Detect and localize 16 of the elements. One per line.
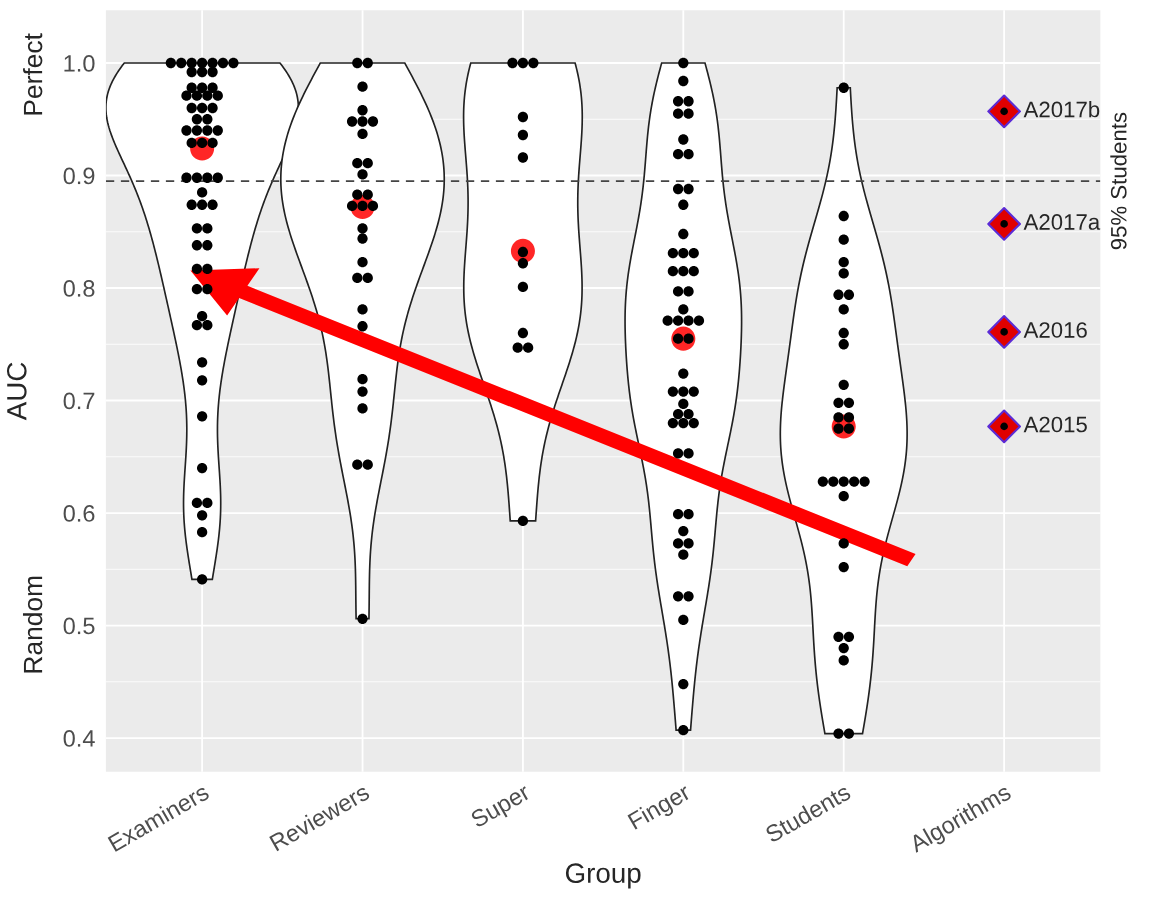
ref-line-label: 95% Students [1110, 112, 1127, 250]
annotation: A2016 [1023, 322, 1087, 338]
annotation: A2017a [1023, 214, 1101, 230]
y-tick-label: 0.8 [63, 280, 95, 297]
y-tick-label: 0.5 [63, 617, 95, 635]
annotation: A2017b [1023, 101, 1100, 118]
y-tick-label: 1.0 [64, 55, 95, 72]
x-axis-title: Group [565, 863, 641, 889]
annotation: A2015 [1023, 416, 1087, 433]
text: Random [22, 576, 43, 673]
y-tick-label: 0.7 [63, 392, 95, 410]
y-tick-label: 0.6 [63, 505, 95, 522]
text: Perfect [23, 33, 43, 115]
y-axis-title: AUC [6, 362, 27, 421]
y-tick-label: 0.9 [63, 167, 95, 185]
y-tick-label: 0.4 [63, 730, 95, 747]
